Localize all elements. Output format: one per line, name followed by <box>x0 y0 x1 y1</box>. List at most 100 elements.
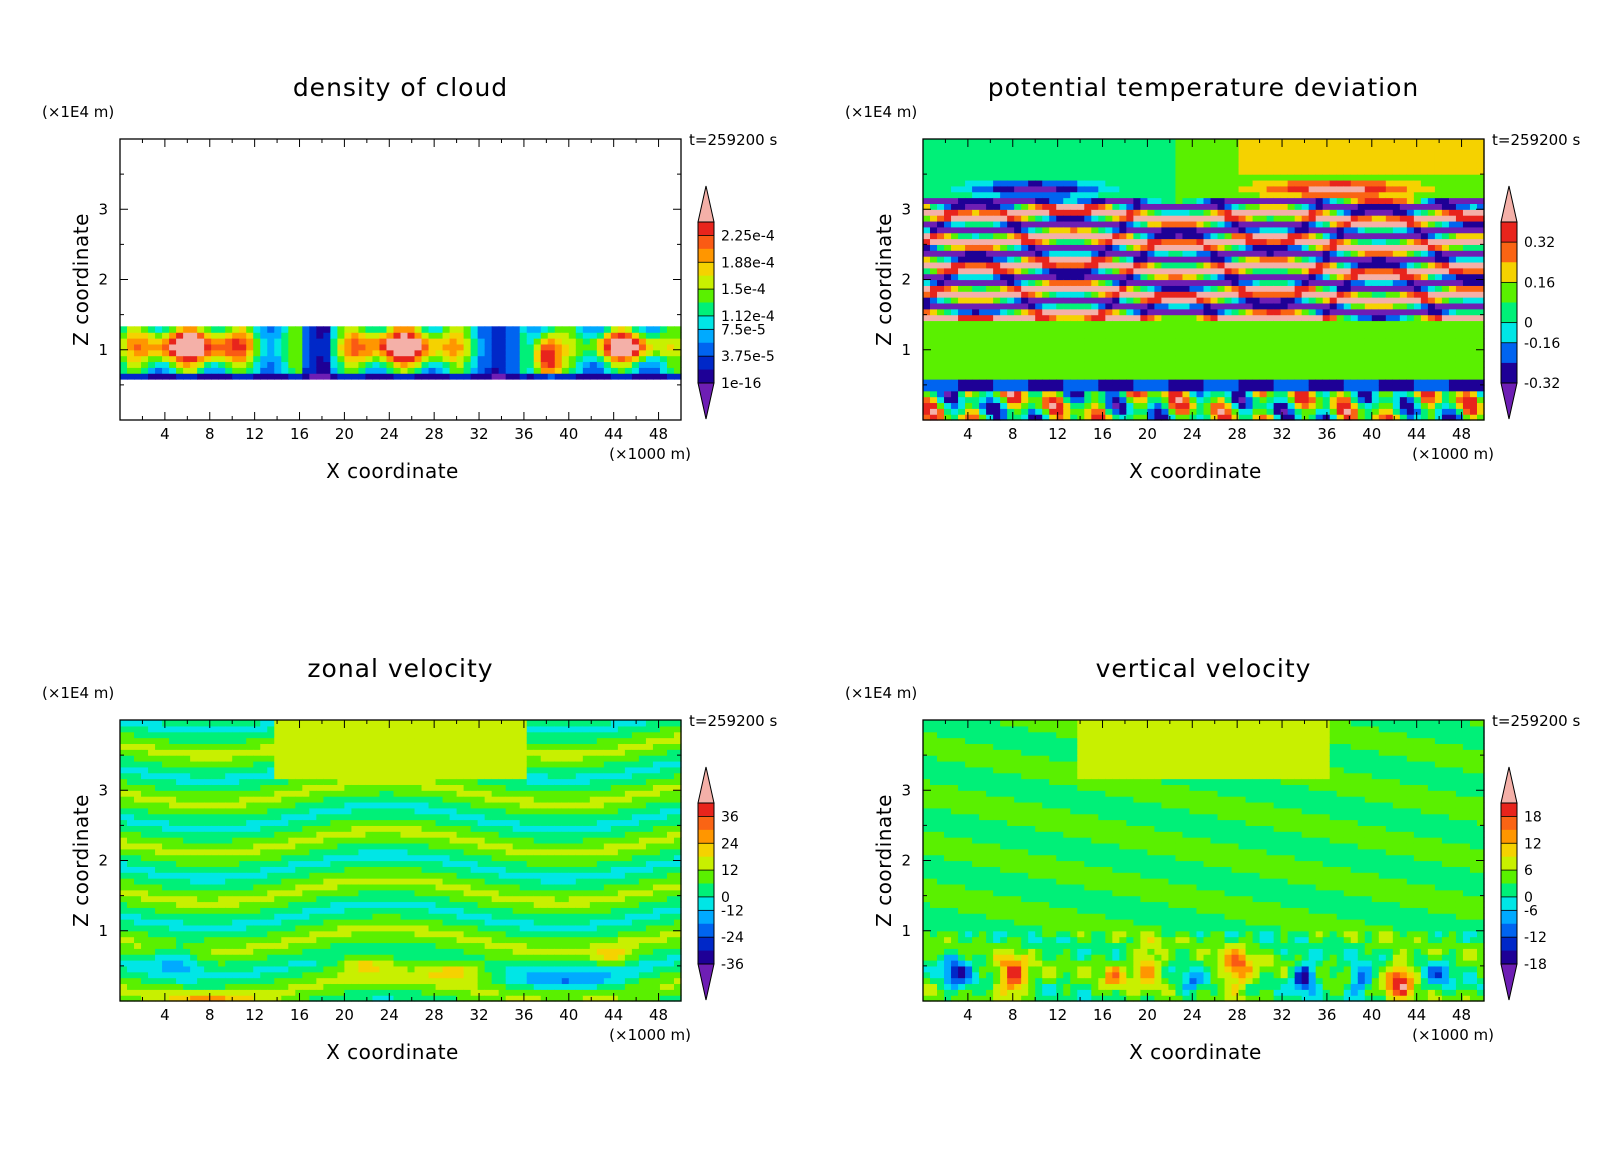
heatmap-cell <box>1028 285 1036 292</box>
heatmap-cell <box>958 144 966 152</box>
heatmap-cell <box>1392 402 1401 409</box>
heatmap-cell <box>1322 244 1331 251</box>
heatmap-cell <box>1133 256 1141 263</box>
heatmap-cell <box>1336 402 1345 409</box>
colorbar-segment <box>1501 302 1517 324</box>
heatmap-cell <box>1364 291 1373 298</box>
heatmap-cell <box>673 343 682 351</box>
heatmap-cell <box>1028 162 1036 169</box>
heatmap-cell <box>1196 256 1205 263</box>
heatmap-cell <box>1357 203 1366 210</box>
heatmap-cell <box>1315 384 1324 392</box>
heatmap-cell <box>1133 326 1141 333</box>
heatmap-cell <box>986 174 994 181</box>
heatmap-cell <box>1343 162 1352 169</box>
heatmap-cell <box>1203 238 1212 245</box>
heatmap-cell <box>1420 332 1429 339</box>
heatmap-cell <box>1469 338 1478 345</box>
heatmap-cell <box>986 308 994 316</box>
heatmap-cell <box>561 373 570 380</box>
heatmap-cell <box>1371 261 1380 269</box>
heatmap-cell <box>1301 232 1310 240</box>
heatmap-cell <box>1210 273 1219 281</box>
heatmap-cell <box>449 355 458 363</box>
heatmap-cell <box>1203 174 1212 181</box>
colorbar-segment <box>698 248 714 263</box>
heatmap-cell <box>456 343 465 351</box>
heatmap-cell <box>120 796 128 803</box>
heatmap-cell <box>944 226 952 234</box>
colorbar-label: 1e-16 <box>721 376 761 392</box>
heatmap-cell <box>421 338 430 345</box>
heatmap-cell <box>561 361 570 368</box>
heatmap-cell <box>972 273 980 281</box>
heatmap-cell <box>1315 332 1324 339</box>
heatmap-cell <box>993 308 1001 316</box>
heatmap-cell <box>1441 203 1450 210</box>
heatmap-cell <box>937 168 945 175</box>
heatmap-cell <box>923 203 931 210</box>
heatmap-cell <box>1189 232 1198 240</box>
heatmap-cell <box>1385 162 1394 169</box>
heatmap-cell <box>435 373 444 380</box>
heatmap-cell <box>1273 203 1282 210</box>
heatmap-cell <box>1056 203 1064 210</box>
heatmap-cell <box>1385 238 1394 245</box>
heatmap-cell <box>596 343 605 351</box>
heatmap-cell <box>134 749 142 756</box>
heatmap-cell <box>972 326 980 333</box>
heatmap-cell <box>127 919 135 926</box>
heatmap-cell <box>141 813 149 821</box>
heatmap-cell <box>1063 174 1071 181</box>
heatmap-cell <box>1000 168 1008 175</box>
heatmap-cell <box>944 338 952 345</box>
heatmap-cell <box>958 361 966 368</box>
heatmap-cell <box>1336 308 1345 316</box>
heatmap-cell <box>183 373 191 380</box>
heatmap-cell <box>1105 273 1113 281</box>
heatmap-cell <box>1049 314 1057 322</box>
heatmap-cell <box>1175 203 1184 210</box>
heatmap-cell <box>281 355 289 363</box>
heatmap-cell <box>1427 168 1436 175</box>
heatmap-cell <box>1196 273 1205 281</box>
heatmap-cell <box>1077 361 1085 368</box>
heatmap-cell <box>435 361 444 368</box>
heatmap-cell <box>127 901 135 908</box>
heatmap-cell <box>937 139 945 146</box>
heatmap-cell <box>1238 261 1247 269</box>
heatmap-cell <box>1035 414 1043 421</box>
heatmap-cell <box>1399 408 1408 415</box>
heatmap-cell <box>1196 209 1205 216</box>
heatmap-cell <box>1154 314 1163 322</box>
heatmap-cell <box>1462 144 1471 152</box>
heatmap-cell <box>1007 332 1015 339</box>
heatmap-cell <box>442 343 451 351</box>
heatmap-cell <box>148 349 156 357</box>
heatmap-cell <box>1315 209 1324 216</box>
heatmap-cell <box>211 332 219 339</box>
heatmap-cell <box>965 320 973 327</box>
heatmap-cell <box>930 185 938 193</box>
heatmap-cell <box>169 326 177 333</box>
heatmap-cell <box>965 414 973 421</box>
heatmap-cell <box>260 338 268 345</box>
heatmap-cell <box>1007 162 1015 169</box>
heatmap-cell <box>309 355 317 363</box>
heatmap-cell <box>498 373 507 380</box>
heatmap-cell <box>1462 256 1471 263</box>
heatmap-cell <box>1399 203 1408 210</box>
heatmap-cell <box>1294 174 1303 181</box>
heatmap-cell <box>958 168 966 175</box>
heatmap-cell <box>1056 179 1064 187</box>
heatmap-cell <box>1126 408 1134 415</box>
heatmap-cell <box>1287 139 1296 146</box>
heatmap-cell <box>120 848 128 856</box>
heatmap-cell <box>1105 408 1113 415</box>
heatmap-cell <box>1098 343 1106 351</box>
heatmap-cell <box>986 273 994 281</box>
heatmap-cell <box>225 332 233 339</box>
heatmap-cell <box>1182 338 1191 345</box>
heatmap-cell <box>1084 297 1092 304</box>
heatmap-cell <box>1287 162 1296 169</box>
